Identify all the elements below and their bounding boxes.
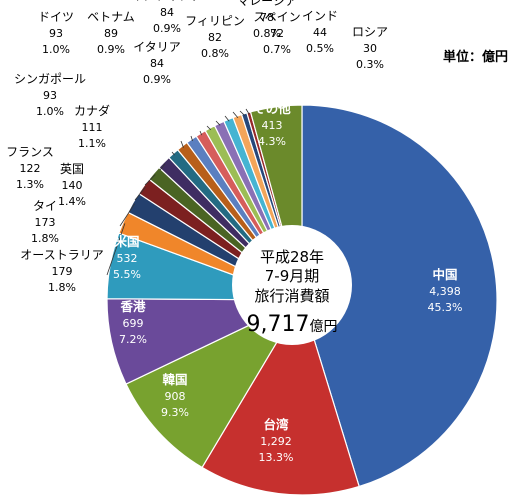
center-label: 平成28年 7-9月期 旅行消費額 9,717億円 xyxy=(232,225,352,345)
leader-lines xyxy=(106,108,250,276)
pie-slice-2 xyxy=(125,298,304,469)
slice-label-name: 中国 xyxy=(432,267,457,282)
slice-label-name: ドイツ xyxy=(38,10,74,24)
slice-label-value: 93 xyxy=(49,27,63,40)
leader-line-8 xyxy=(144,174,156,186)
center-line-1: 平成28年 xyxy=(260,248,324,266)
pie-slice-1 xyxy=(201,298,360,496)
slice-label-value: 173 xyxy=(35,216,56,229)
pie-slice-0 xyxy=(301,104,498,488)
slice-label-pct: 1.0% xyxy=(36,105,64,118)
slice-label-pct: 0.7% xyxy=(263,43,291,56)
slice-label-name: 香港 xyxy=(119,299,146,314)
slice-label-name: 台湾 xyxy=(263,417,289,432)
slice-label-pct: 0.8% xyxy=(201,47,229,60)
leader-line-7 xyxy=(134,187,146,201)
slice-label-pct: 1.3% xyxy=(16,178,44,191)
slice-label-name: イタリア xyxy=(133,40,181,54)
slice-label-value: 82 xyxy=(208,31,222,44)
unit-label: 単位：億円 xyxy=(442,50,508,65)
slice-label-name: カナダ xyxy=(74,103,110,118)
slice-label-value: 111 xyxy=(82,121,103,134)
center-total: 9,717億円 xyxy=(247,312,338,337)
slice-label-pct: 0.9% xyxy=(153,22,181,35)
slice-label-name: シンガポール xyxy=(14,72,86,86)
slice-label-pct: 9.3% xyxy=(161,406,189,419)
slice-label-value: 44 xyxy=(313,26,327,39)
slice-label-name: スペイン xyxy=(253,10,300,24)
slice-label-value: 140 xyxy=(62,179,83,192)
leader-line-16 xyxy=(224,115,230,122)
slice-label-pct: 7.2% xyxy=(119,333,147,346)
slice-label-name: オーストラリア xyxy=(20,248,103,262)
leader-line-17 xyxy=(232,111,239,119)
slice-label-pct: 1.8% xyxy=(48,281,76,294)
slice-label-value: 78 xyxy=(260,11,274,24)
slice-label-name: 韓国 xyxy=(162,372,187,387)
slice-label-value: 4,398 xyxy=(429,285,461,298)
slice-label-name: 英国 xyxy=(60,162,84,176)
slice-label-pct: 0.8% xyxy=(253,27,281,40)
slice-label-pct: 1.4% xyxy=(58,195,86,208)
slice-label-name: その他 xyxy=(253,101,291,116)
slice-label-name: タイ xyxy=(33,199,57,213)
leader-line-9 xyxy=(159,163,166,171)
slice-label-name: ベトナム xyxy=(87,10,135,24)
leader-line-19 xyxy=(245,108,250,115)
slice-label-name: インドネシア xyxy=(131,0,203,3)
leader-line-11 xyxy=(180,140,184,148)
slice-label-value: 93 xyxy=(43,89,57,102)
slice-label-name: マレーシア xyxy=(237,0,297,8)
slice-label-value: 532 xyxy=(117,252,138,265)
slice-label-name: フランス xyxy=(6,145,54,159)
leader-line-15 xyxy=(215,120,221,126)
leader-line-13 xyxy=(199,130,203,136)
slice-label-value: 908 xyxy=(165,390,186,403)
slice-label-pct: 45.3% xyxy=(428,301,463,314)
slice-label-pct: 0.5% xyxy=(306,42,334,55)
center-total-value: 9,717 xyxy=(247,312,310,337)
leader-line-12 xyxy=(190,135,193,142)
slice-label-value: 413 xyxy=(262,119,283,132)
center-line-3: 旅行消費額 xyxy=(254,287,329,305)
slice-label-name: 米国 xyxy=(113,234,139,249)
leader-line-10 xyxy=(171,151,175,156)
slice-label-value: 179 xyxy=(52,265,73,278)
center-line-2: 7-9月期 xyxy=(265,267,320,285)
slice-label-pct: 4.3% xyxy=(258,135,286,148)
slice-label-value: 699 xyxy=(123,317,144,330)
slice-label-pct: 1.1% xyxy=(78,137,106,150)
slice-label-name: フィリピン xyxy=(185,14,245,28)
leader-line-6 xyxy=(119,203,136,227)
center-total-unit: 億円 xyxy=(309,319,337,335)
slice-label-value: 72 xyxy=(270,27,284,40)
slice-label-pct: 0.3% xyxy=(356,58,384,71)
slice-label-pct: 13.3% xyxy=(259,451,294,464)
slice-label-name: インド xyxy=(302,9,338,23)
leader-line-18 xyxy=(239,110,246,116)
slice-label-value: 89 xyxy=(104,27,118,40)
leader-line-5 xyxy=(106,223,126,276)
slice-label-value: 122 xyxy=(20,162,41,175)
slice-label-pct: 1.8% xyxy=(31,232,59,245)
slice-label-name: ロシア xyxy=(352,25,388,39)
slice-labels: 中国 4,398 45.3% 台湾 1,292 13.3% 韓国 908 9.3% 香港 699 7.… xyxy=(6,0,462,464)
slice-label-pct: 1.0% xyxy=(42,43,70,56)
leader-line-14 xyxy=(206,125,212,131)
slice-label-value: 30 xyxy=(363,42,377,55)
slice-label-pct: 0.9% xyxy=(143,73,171,86)
slice-label-value: 84 xyxy=(160,6,174,19)
center-circle xyxy=(232,225,352,345)
slice-label-value: 84 xyxy=(150,57,164,70)
slice-label-pct: 5.5% xyxy=(113,268,141,281)
slice-label-pct: 0.9% xyxy=(97,43,125,56)
slice-label-value: 1,292 xyxy=(260,435,292,448)
